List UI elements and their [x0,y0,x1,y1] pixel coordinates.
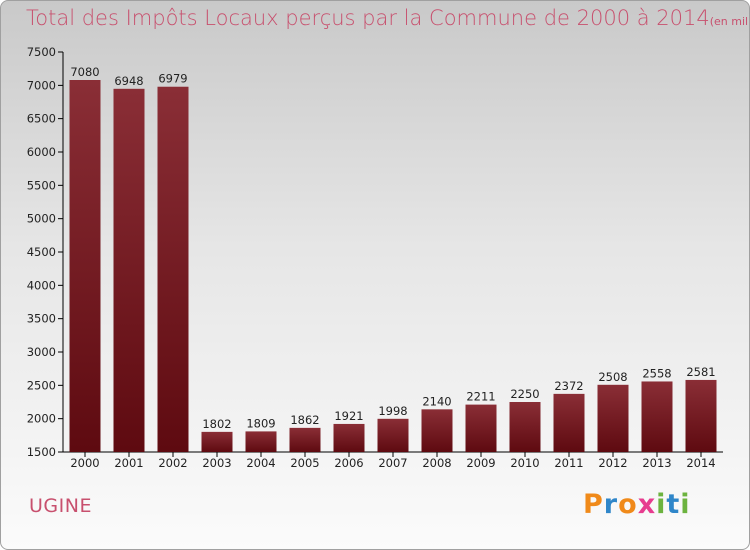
value-label-2000: 7080 [70,65,99,79]
x-tick-label: 2012 [598,456,627,470]
bar-2009 [465,404,497,452]
x-axis: 2000 2001 2002 2003 2004 2005 2006 2007 2008 2009… [63,451,723,470]
chart-title-unit: (en milliers d'€) [709,15,750,28]
x-tick-label: 2011 [554,456,583,470]
bar-2014 [685,379,717,452]
value-label-2005: 1862 [290,413,319,427]
x-tick-label: 2010 [510,456,539,470]
x-tick-label: 2007 [378,456,407,470]
x-tick-label: 2004 [246,456,275,470]
y-tick-label: 2000 [27,412,56,426]
value-label-2012: 2508 [598,370,627,384]
value-label-2002: 6979 [158,72,187,86]
value-label-2006: 1921 [334,409,363,423]
y-tick-label: 3000 [27,345,56,359]
value-label-2013: 2558 [642,366,671,380]
y-tick-label: 3500 [27,312,56,326]
value-label-2007: 1998 [378,404,407,418]
bar-2003 [201,431,233,452]
bars [69,80,717,453]
value-label-2010: 2250 [510,387,539,401]
value-label-2008: 2140 [422,394,451,408]
value-label-2001: 6948 [114,74,143,88]
bar-2002 [157,86,189,452]
x-tick-label: 2003 [202,456,231,470]
value-label-2004: 1809 [246,416,275,430]
bar-2010 [509,402,541,452]
x-tick-label: 2006 [334,456,363,470]
y-tick-label: 1500 [27,445,56,459]
value-labels: 7080 6948 6979 1802 1809 1862 1921 1998 2140 2211… [70,65,715,431]
proxiti-logo[interactable]: Proxiti [583,489,691,520]
value-label-2003: 1802 [202,417,231,431]
commune-name: UGINE [29,495,92,517]
y-tick-label: 4500 [27,245,56,259]
bar-2008 [421,409,453,452]
bar-2001 [113,88,145,453]
bar-2011 [553,393,585,452]
y-tick-label: 2500 [27,378,56,392]
x-tick-label: 2005 [290,456,319,470]
bar-2013 [641,381,673,452]
value-label-2009: 2211 [466,390,495,404]
bar-2005 [289,427,321,452]
chart-title-main: Total des Impôts Locaux perçus par la Co… [26,6,710,30]
y-tick-label: 7000 [27,78,56,92]
y-tick-label: 6000 [27,145,56,159]
value-label-2014: 2581 [686,365,715,379]
bar-2000 [69,80,101,452]
bar-2007 [377,418,409,452]
x-tick-label: 2002 [158,456,187,470]
y-tick-label: 5000 [27,212,56,226]
y-tick-label: 6500 [27,112,56,126]
bar-2004 [245,431,277,452]
y-axis: 1500 2000 2500 3000 3500 4000 4500 5000 5500 6000… [27,45,64,459]
bar-2012 [597,384,629,452]
bar-2006 [333,423,365,452]
y-tick-label: 7500 [27,45,56,59]
x-tick-label: 2008 [422,456,451,470]
value-label-2011: 2372 [554,379,583,393]
y-tick-label: 4000 [27,278,56,292]
x-tick-label: 2009 [466,456,495,470]
x-tick-label: 2013 [642,456,671,470]
chart-title: Total des Impôts Locaux perçus par la Co… [26,6,750,30]
y-tick-label: 5500 [27,178,56,192]
x-tick-label: 2000 [70,456,99,470]
x-tick-label: 2014 [686,456,715,470]
x-tick-label: 2001 [114,456,143,470]
